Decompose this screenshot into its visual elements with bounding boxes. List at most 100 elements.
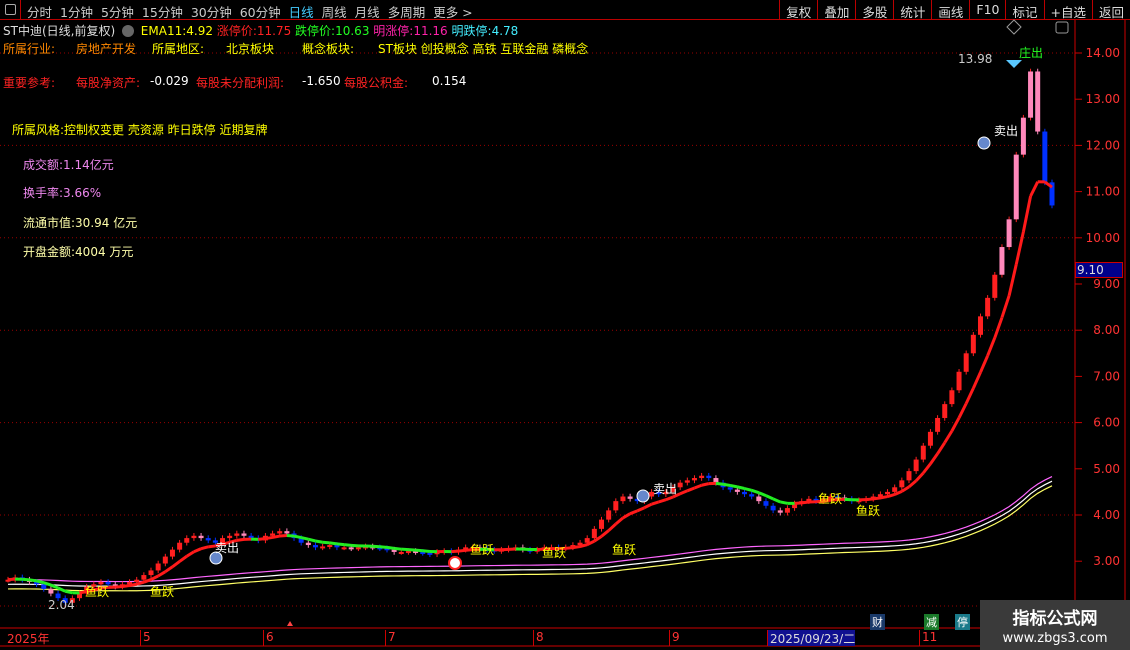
ema-line-segment: [686, 486, 696, 493]
toolbar-button[interactable]: 画线: [931, 0, 969, 20]
candle-body: [956, 371, 962, 391]
candle-body: [756, 496, 762, 502]
ema-line-segment: [379, 545, 388, 549]
tab-timeframe[interactable]: 60分钟: [239, 5, 281, 20]
toolbar-button[interactable]: 多股: [855, 0, 893, 20]
region: 北京板块: [226, 42, 275, 56]
y-tick-label: 14.00: [1086, 46, 1120, 60]
candle-body: [305, 542, 311, 546]
ema-line-segment: [64, 589, 73, 595]
sell-face-icon: [209, 551, 223, 565]
ema-line-segment: [964, 387, 975, 405]
toolbar-button[interactable]: 叠加: [817, 0, 855, 20]
ema-line-segment: [185, 550, 195, 558]
suspend-badge[interactable]: 停: [955, 614, 970, 630]
ema-line-segment: [873, 496, 881, 501]
watermark-url: www.zbgs3.com: [1002, 631, 1108, 646]
toolbar-button[interactable]: +自选: [1043, 0, 1092, 20]
ema-line-segment: [408, 548, 416, 552]
candle-body: [620, 496, 626, 502]
tab-timeframe[interactable]: 日线: [288, 5, 314, 20]
toolbar-button[interactable]: 复权: [779, 0, 817, 20]
tab-timeframe[interactable]: 分时: [27, 5, 53, 20]
candle-body: [298, 538, 304, 543]
candle-body: [355, 547, 361, 550]
moving-average-line: [7, 480, 1053, 587]
watermark: 指标公式网 www.zbgs3.com: [980, 600, 1130, 650]
y-tick-label: 7.00: [1093, 369, 1120, 383]
panel-toggle-button[interactable]: [0, 0, 21, 20]
candle-body: [77, 593, 83, 599]
y-tick-label: 12.00: [1086, 138, 1120, 152]
candle-body: [584, 538, 590, 543]
candle-body: [270, 533, 276, 536]
ema-line-segment: [329, 541, 338, 546]
candle-body: [48, 588, 54, 594]
ema-line-segment: [164, 565, 174, 573]
ema-line-segment: [229, 538, 238, 544]
tab-timeframe[interactable]: 多周期: [387, 5, 426, 20]
y-tick-label: 11.00: [1086, 185, 1120, 199]
candle-body: [977, 316, 983, 335]
ema-line-segment: [629, 509, 638, 516]
toolbar-button[interactable]: 统计: [893, 0, 931, 20]
ema-line-segment: [93, 586, 102, 592]
candle-body: [112, 584, 118, 587]
tab-timeframe[interactable]: 1分钟: [60, 5, 93, 20]
reserve-label: 每股公积金:: [344, 76, 409, 90]
panel-icon: [5, 4, 16, 15]
panel-icon: [1055, 21, 1069, 34]
candle-body: [1020, 117, 1026, 155]
candle-body: [684, 480, 690, 483]
y-tick-label: 10.00: [1086, 231, 1120, 245]
candle-body: [177, 542, 183, 550]
candle-body: [220, 538, 226, 543]
moving-average-line: [7, 476, 1053, 583]
candle-body: [169, 549, 175, 557]
candle-body: [162, 556, 168, 564]
candle-body: [777, 510, 783, 513]
ema-line-segment: [880, 495, 888, 500]
toolbar-button[interactable]: 返回: [1091, 0, 1130, 20]
reduce-badge[interactable]: 减: [924, 614, 939, 630]
candle-body: [227, 535, 233, 539]
candle-body: [706, 475, 712, 479]
y-tick-label: 3.00: [1093, 554, 1120, 568]
candle-body: [98, 581, 104, 585]
tab-timeframe[interactable]: 5分钟: [100, 5, 134, 20]
ema-line-segment: [722, 482, 731, 487]
ema-line-segment: [979, 355, 990, 373]
ema-line-segment: [779, 500, 788, 505]
tab-timeframe[interactable]: 月线: [354, 5, 380, 20]
ema-line-segment: [586, 539, 596, 546]
candle-body: [591, 528, 597, 539]
candle-body: [341, 547, 347, 550]
candle-body: [413, 551, 419, 554]
toolbar-button[interactable]: F10: [969, 0, 1005, 20]
dropdown-icon[interactable]: [121, 25, 134, 37]
candle-body: [670, 487, 676, 492]
y-tick-label: 4.00: [1093, 508, 1120, 522]
ema-line-segment: [86, 588, 95, 594]
leap-signal: 鱼跃: [470, 543, 495, 557]
candle-body: [205, 538, 211, 541]
candle-body: [792, 503, 798, 509]
ema-line-segment: [150, 574, 159, 581]
candle-body: [649, 491, 655, 497]
moving-average-line: [7, 485, 1053, 592]
tab-timeframe[interactable]: 更多 >: [433, 5, 473, 20]
tab-timeframe[interactable]: 15分钟: [141, 5, 183, 20]
candle-body: [41, 584, 47, 589]
ema-line-segment: [272, 534, 281, 539]
candle-body: [448, 551, 454, 554]
toolbar-button[interactable]: 标记: [1005, 0, 1043, 20]
ema-line-segment: [136, 580, 145, 586]
candle-body: [885, 491, 891, 495]
tab-timeframe[interactable]: 周线: [321, 5, 347, 20]
candle-body: [198, 535, 204, 539]
finance-badge[interactable]: 财: [870, 614, 885, 630]
tab-timeframe[interactable]: 30分钟: [190, 5, 232, 20]
low-label: 2.04: [48, 598, 75, 612]
date-label: 8: [533, 630, 544, 646]
